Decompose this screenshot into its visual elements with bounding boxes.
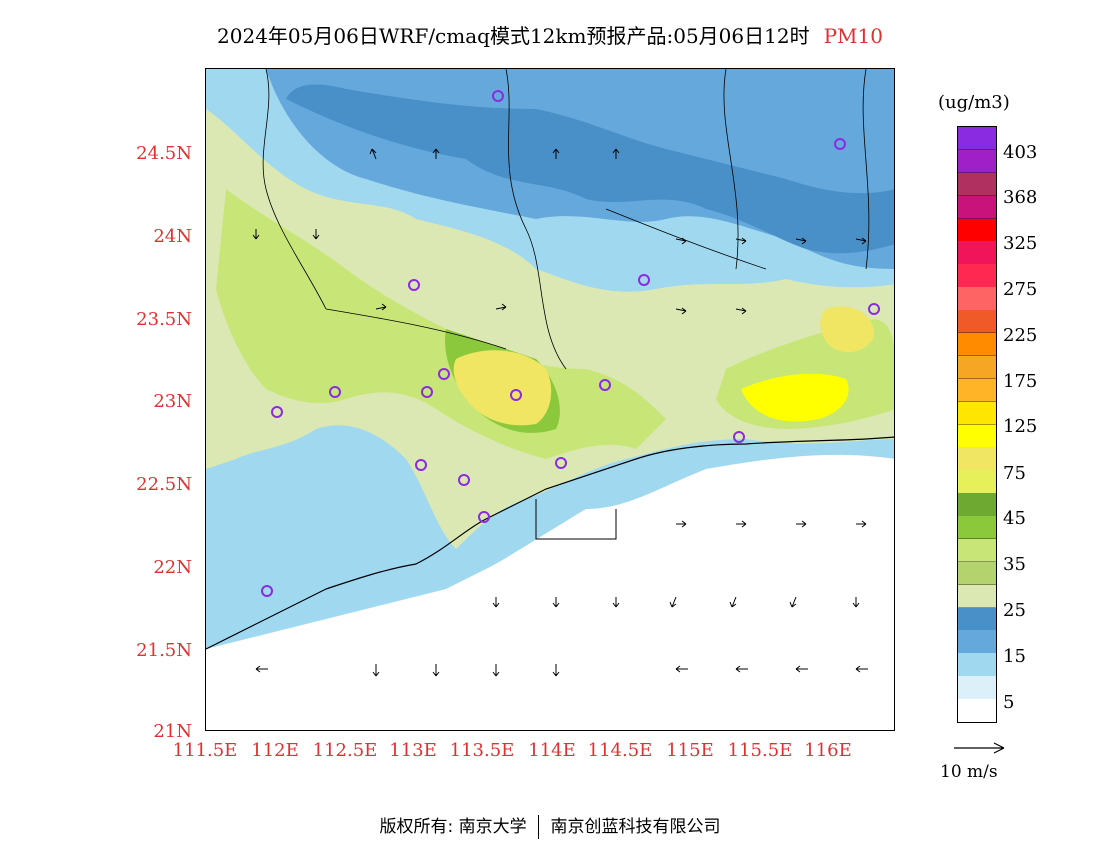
legend-level-325: 325 [1003, 233, 1038, 254]
org-nanjing-university: 南京大学 [458, 817, 527, 837]
color-bar-segment [958, 378, 996, 403]
x-label-111.5E: 111.5E [172, 740, 238, 761]
x-label-112E: 112E [251, 740, 299, 761]
legend-unit: (ug/m3) [938, 92, 1010, 113]
legend-level-403: 403 [1003, 142, 1038, 163]
x-label-116E: 116E [804, 740, 852, 761]
legend-level-5: 5 [1003, 692, 1015, 713]
y-label-21.5N: 21.5N [136, 640, 192, 661]
color-bar-segment [958, 538, 996, 563]
color-bar-segment [958, 172, 996, 197]
copyright-footer: 版权所有: 南京大学 南京创蓝科技有限公司 [0, 812, 1100, 839]
color-bar-segment [958, 493, 996, 517]
x-label-115.5E: 115.5E [727, 740, 793, 761]
color-bar-segment [958, 699, 996, 723]
color-bar-segment [958, 332, 996, 357]
legend-level-175: 175 [1003, 371, 1038, 392]
legend-level-15: 15 [1003, 646, 1026, 667]
legend-level-275: 275 [1003, 279, 1038, 300]
org-chuanglan: 南京创蓝科技有限公司 [550, 817, 721, 837]
color-bar-segment [958, 676, 996, 700]
color-bar-segment [958, 470, 996, 494]
legend-level-368: 368 [1003, 187, 1038, 208]
wind-reference-label: 10 m/s [940, 762, 998, 782]
color-bar-segment [958, 401, 996, 425]
color-bar-segment [958, 149, 996, 174]
color-bar-segment [958, 424, 996, 448]
hotspot-east [741, 373, 849, 422]
map-canvas [206, 69, 894, 730]
y-label-24N: 24N [153, 226, 192, 247]
y-label-22.5N: 22.5N [136, 474, 192, 495]
low-concentration-land [206, 109, 894, 549]
map-title: 2024年05月06日WRF/cmaq模式12km预报产品:05月06日12时 P… [0, 20, 1100, 49]
y-label-24.5N: 24.5N [136, 143, 192, 164]
color-bar-segment [958, 607, 996, 631]
y-label-23N: 23N [153, 391, 192, 412]
y-label-23.5N: 23.5N [136, 309, 192, 330]
legend-level-75: 75 [1003, 463, 1026, 484]
legend-level-125: 125 [1003, 416, 1038, 437]
legend-level-35: 35 [1003, 554, 1026, 575]
color-bar-segment [958, 630, 996, 654]
color-bar [957, 126, 997, 723]
x-label-113.5E: 113.5E [449, 740, 515, 761]
dark-blue-band [286, 84, 894, 254]
color-bar-segment [958, 264, 996, 288]
wind-vectors [252, 148, 868, 677]
color-bar-segment [958, 584, 996, 609]
color-bar-segment [958, 561, 996, 586]
x-label-115E: 115E [666, 740, 714, 761]
title-text: 2024年05月06日WRF/cmaq模式12km预报产品:05月06日12时 [217, 24, 810, 48]
admin-boundaries [262, 69, 870, 370]
copyright-label: 版权所有: [379, 817, 454, 837]
y-label-21N: 21N [153, 721, 192, 742]
color-bar-segment [958, 287, 996, 311]
pollutant-label: PM10 [823, 24, 883, 48]
x-label-114.5E: 114.5E [587, 740, 653, 761]
color-bar-segment [958, 127, 996, 151]
boundary-box [535, 499, 617, 540]
x-label-112.5E: 112.5E [312, 740, 378, 761]
color-bar-segment [958, 218, 996, 242]
footer-separator [538, 815, 540, 839]
color-bar-segment [958, 355, 996, 380]
hotspot-pearl-river [453, 350, 552, 426]
color-bar-segment [958, 310, 996, 334]
color-bar-segment [958, 241, 996, 265]
x-label-114E: 114E [528, 740, 576, 761]
color-bar-segment [958, 195, 996, 220]
monitoring-sites [261, 90, 880, 597]
x-label-113E: 113E [389, 740, 437, 761]
coastline [206, 436, 894, 650]
legend-level-45: 45 [1003, 508, 1026, 529]
color-bar-segment [958, 653, 996, 677]
y-label-22N: 22N [153, 557, 192, 578]
legend-level-25: 25 [1003, 600, 1026, 621]
color-bar-segment [958, 447, 996, 471]
wind-reference-arrow [954, 742, 1005, 754]
legend-level-225: 225 [1003, 325, 1038, 346]
hotspot-northeast [820, 306, 875, 353]
color-bar-segment [958, 516, 996, 540]
pm10-map [205, 68, 895, 731]
